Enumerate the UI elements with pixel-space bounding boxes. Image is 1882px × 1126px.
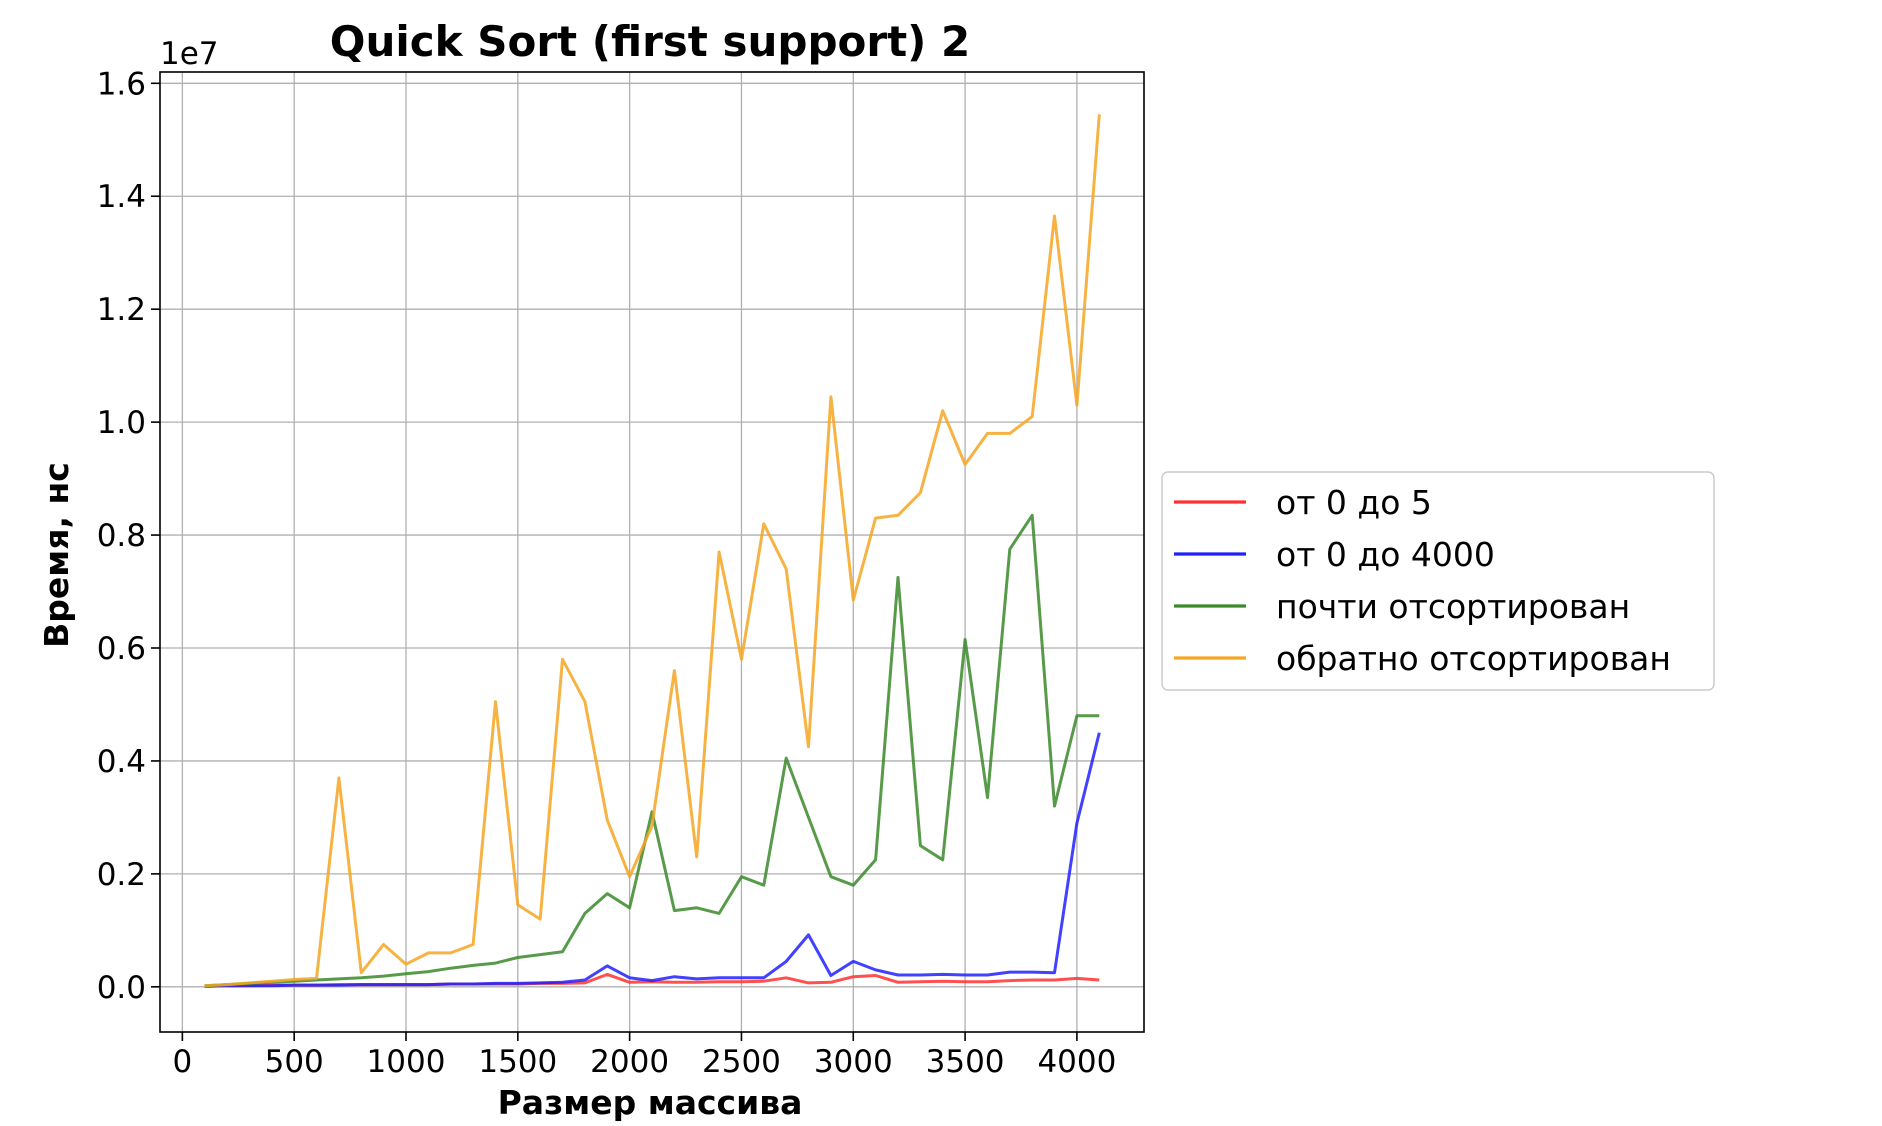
- axis-ticks: 0 500 1000 1500 2000 2500 3000 3500 4000 0.0 0.2 0.…: [97, 66, 1117, 1080]
- x-tick-label: 500: [265, 1044, 324, 1080]
- legend-box: [1161, 471, 1715, 691]
- series-line-2: [204, 513, 1100, 988]
- legend-entry-label: обратно отсортирован: [1276, 639, 1671, 678]
- x-tick-label: 4000: [1037, 1044, 1116, 1080]
- x-tick-label: 0: [172, 1044, 192, 1080]
- legend-entry-label: от 0 до 4000: [1276, 535, 1495, 574]
- chart-title: Quick Sort (first support) 2: [330, 17, 970, 66]
- series-line-1: [204, 732, 1101, 988]
- legend: от 0 до 5 от 0 до 4000 почти отсортирован о…: [1161, 471, 1715, 691]
- y-axis-label: Время, нс: [37, 462, 76, 648]
- y-tick-label: 0.2: [97, 857, 146, 893]
- x-tick-label: 1000: [367, 1044, 446, 1080]
- legend-entry-label: от 0 до 5: [1276, 483, 1432, 522]
- grid: [160, 72, 1144, 1032]
- y-tick-label: 1.4: [97, 179, 146, 215]
- y-tick-label: 0.6: [97, 631, 146, 667]
- y-tick-label: 1.2: [97, 292, 146, 328]
- y-tick-label: 1.0: [97, 405, 146, 441]
- y-tick-label: 0.0: [97, 970, 146, 1006]
- y-axis-offset-label: 1e7: [160, 36, 219, 72]
- y-tick-label: 0.8: [97, 518, 146, 554]
- x-tick-label: 2500: [702, 1044, 781, 1080]
- legend-entry-label: почти отсортирован: [1276, 587, 1630, 626]
- y-tick-label: 0.4: [97, 744, 146, 780]
- series-lines: [204, 114, 1101, 988]
- y-tick-label: 1.6: [97, 66, 146, 102]
- x-tick-label: 3000: [814, 1044, 893, 1080]
- x-axis-label: Размер массива: [498, 1083, 803, 1122]
- plot-frame: [159, 71, 1145, 1033]
- series-line-3: [204, 114, 1101, 988]
- x-tick-label: 1500: [478, 1044, 557, 1080]
- x-tick-label: 3500: [926, 1044, 1005, 1080]
- x-tick-label: 2000: [590, 1044, 669, 1080]
